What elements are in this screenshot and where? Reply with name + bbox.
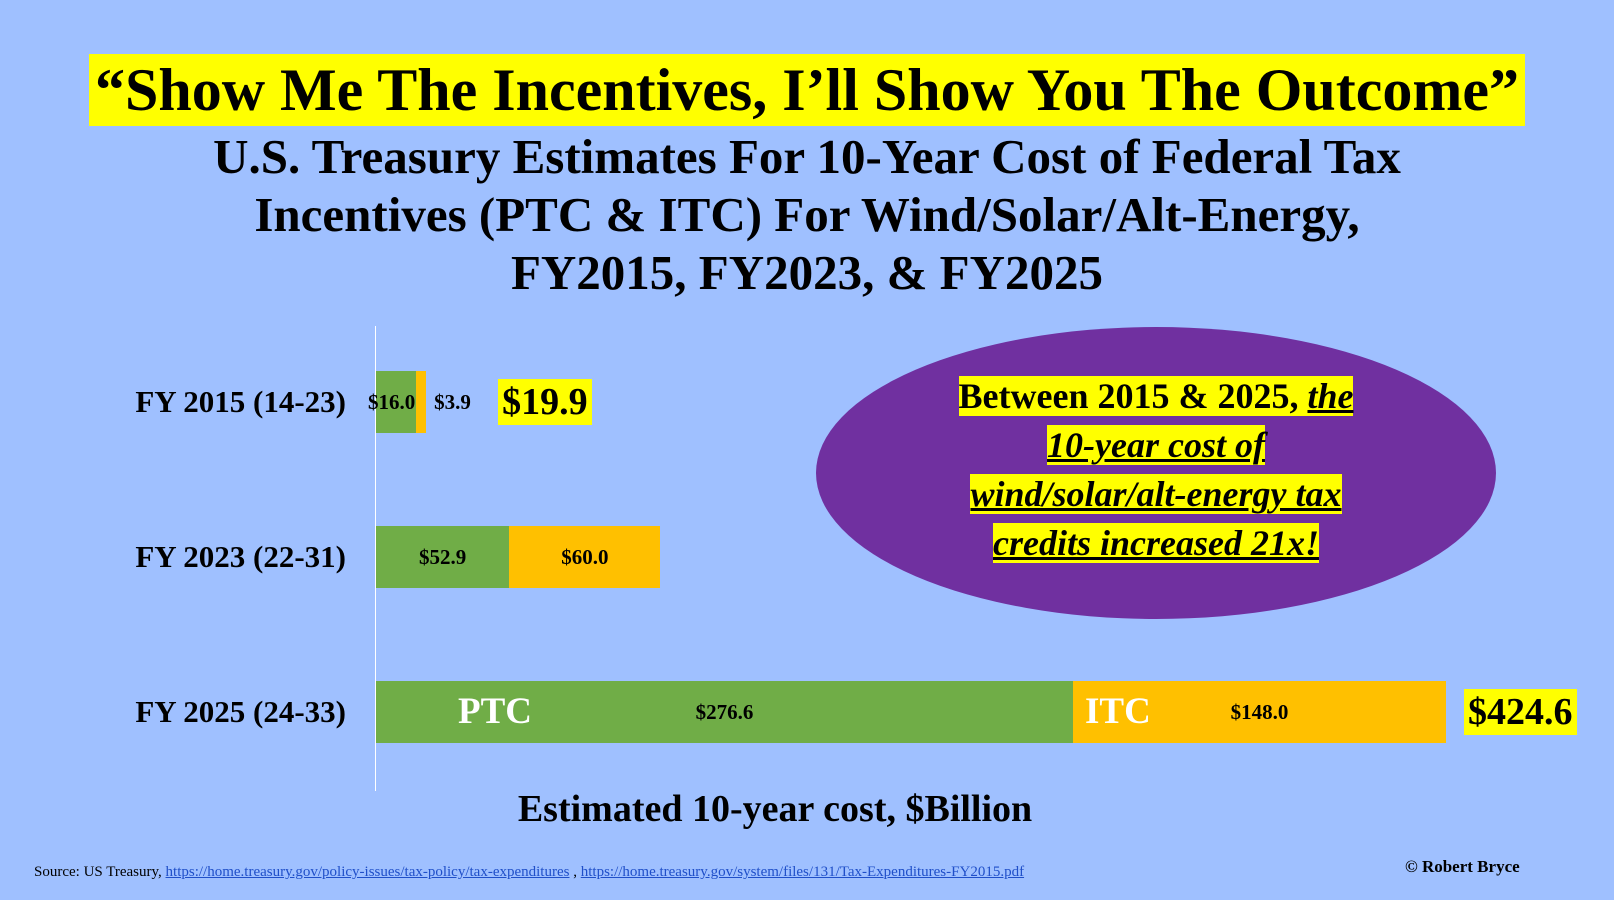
callout-part2: the — [1307, 376, 1354, 416]
callout-line3: wind/solar/alt-energy tax — [970, 474, 1342, 514]
callout-line2: 10-year cost of — [1047, 425, 1265, 465]
callout-text: Between 2015 & 2025, the 10-year cost of… — [866, 372, 1446, 568]
category-label: FY 2015 (14-23) — [135, 384, 346, 419]
data-label-itc: $60.0 — [561, 545, 609, 569]
source-link-1[interactable]: https://home.treasury.gov/policy-issues/… — [165, 864, 570, 880]
bar-ptc — [376, 526, 510, 588]
category-label: FY 2025 (24-33) — [135, 694, 346, 729]
callout-line4: credits increased 21x! — [993, 523, 1319, 563]
source-note: Source: US Treasury, https://home.treasu… — [34, 863, 1024, 881]
callout-ellipse — [816, 327, 1496, 619]
data-label-ptc: $16.0 — [368, 390, 416, 414]
source-prefix: Source: US Treasury, — [34, 864, 166, 880]
x-axis-label: Estimated 10-year cost, $Billion — [517, 788, 1033, 830]
category-label: FY 2023 (22-31) — [135, 539, 346, 574]
slogan-text: “Show Me The Incentives, I’ll Show You T… — [88, 54, 1525, 126]
title-line-3: FY2015, FY2023, & FY2025 — [510, 245, 1104, 300]
data-label-ptc: $52.9 — [419, 545, 467, 569]
title-line-2: Incentives (PTC & ITC) For Wind/Solar/Al… — [254, 187, 1360, 242]
title-line-1: U.S. Treasury Estimates For 10-Year Cost… — [213, 129, 1401, 184]
data-label-ptc: $276.6 — [695, 700, 754, 724]
total-label: $424.6 — [1464, 689, 1577, 735]
series-name-ptc: PTC — [458, 691, 532, 732]
callout-part1: Between 2015 & 2025, — [958, 376, 1308, 416]
source-link-2[interactable]: https://home.treasury.gov/system/files/1… — [580, 864, 1025, 880]
copyright-credit: © Robert Bryce — [1405, 857, 1520, 876]
slogan-banner: “Show Me The Incentives, I’ll Show You T… — [0, 54, 1614, 126]
chart-title: U.S. Treasury Estimates For 10-Year Cost… — [100, 128, 1514, 302]
source-separator: , — [569, 864, 581, 880]
total-label: $19.9 — [498, 379, 592, 425]
data-label-itc: $148.0 — [1230, 700, 1289, 724]
category-axis-line — [375, 326, 376, 791]
bar-itc — [509, 526, 661, 588]
bar-ptc — [376, 371, 417, 433]
bar-ptc — [376, 681, 1074, 743]
bar-itc — [1073, 681, 1446, 743]
bar-itc — [416, 371, 427, 433]
data-label-itc: $3.9 — [434, 390, 471, 414]
series-name-itc: ITC — [1085, 691, 1151, 732]
